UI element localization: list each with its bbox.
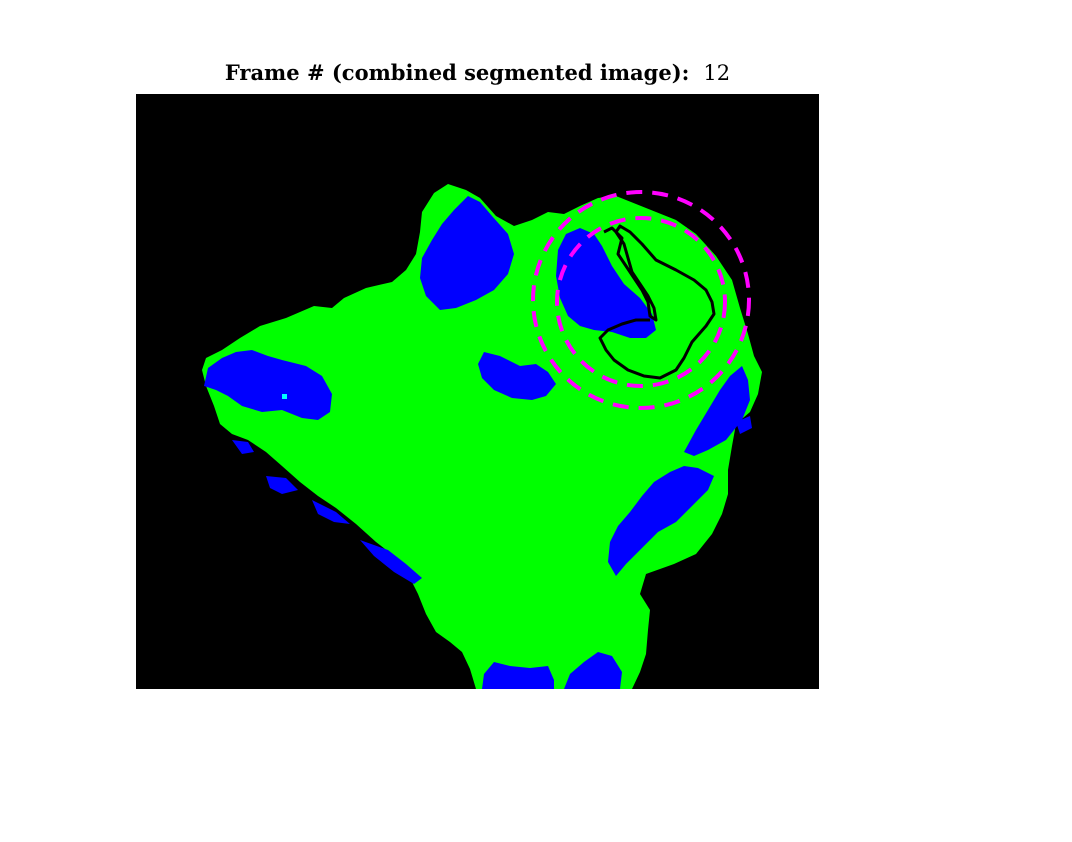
cyan-segment [282, 394, 287, 399]
blue-edge-fragment-4 [360, 540, 422, 584]
blue-edge-fragment-5 [736, 416, 752, 434]
frame-number: 12 [703, 61, 731, 85]
blue-segment-left [204, 350, 332, 420]
tracking-circle-outer [531, 190, 751, 410]
blue-segment-right [684, 366, 750, 456]
region-contour [598, 224, 716, 380]
tracking-circle-inner [555, 216, 727, 388]
segmented-image [136, 94, 819, 689]
blue-segment-lower-right [608, 466, 714, 576]
blue-edge-fragment-2 [266, 476, 298, 494]
title-label: Frame # (combined segmented image): [224, 60, 690, 85]
blue-segment-bottom-right [564, 652, 622, 689]
blue-edge-fragment-1 [232, 440, 254, 454]
blue-segment-center [478, 352, 556, 400]
blue-segment-bottom-left [482, 662, 554, 689]
blue-segment-top-left [420, 196, 514, 310]
blue-segment-upper-right [556, 228, 656, 338]
figure-title: Frame # (combined segmented image): 12 [136, 60, 819, 85]
blue-edge-fragment-3 [312, 500, 350, 524]
